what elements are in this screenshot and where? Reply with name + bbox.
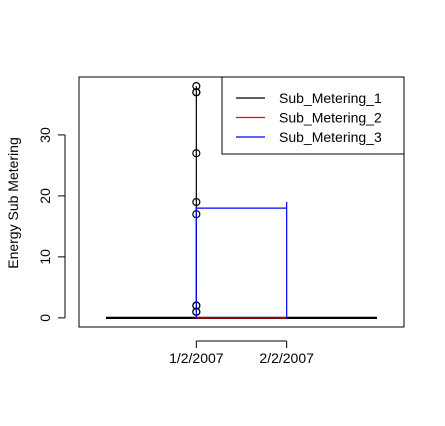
chart-marks xyxy=(106,82,377,319)
series-0-point xyxy=(192,88,201,97)
y-tick-label: 0 xyxy=(37,314,53,322)
legend-box xyxy=(221,76,405,155)
legend: Sub_Metering_1 Sub_Metering_2 Sub_Metering… xyxy=(221,76,405,155)
series-0-point xyxy=(192,82,201,91)
legend-label: Sub_Metering_2 xyxy=(279,110,382,126)
series-0-point xyxy=(192,197,201,207)
y-tick-label: 20 xyxy=(37,188,53,204)
y-axis-label: Energy Sub Metering xyxy=(5,137,21,269)
legend-label: Sub_Metering_1 xyxy=(279,90,382,106)
x-tick-label: 2/2/2007 xyxy=(259,350,314,366)
x-tick-label: 1/2/2007 xyxy=(169,350,224,366)
series-2-line xyxy=(195,202,288,318)
y-tick-label: 10 xyxy=(37,249,53,265)
series-0-point xyxy=(192,149,201,158)
legend-label: Sub_Metering_3 xyxy=(279,129,382,145)
y-tick-label: 30 xyxy=(37,127,53,143)
chart-axes: 0 10 20 30 1/2/2007 2/2/2007 xyxy=(37,127,314,366)
